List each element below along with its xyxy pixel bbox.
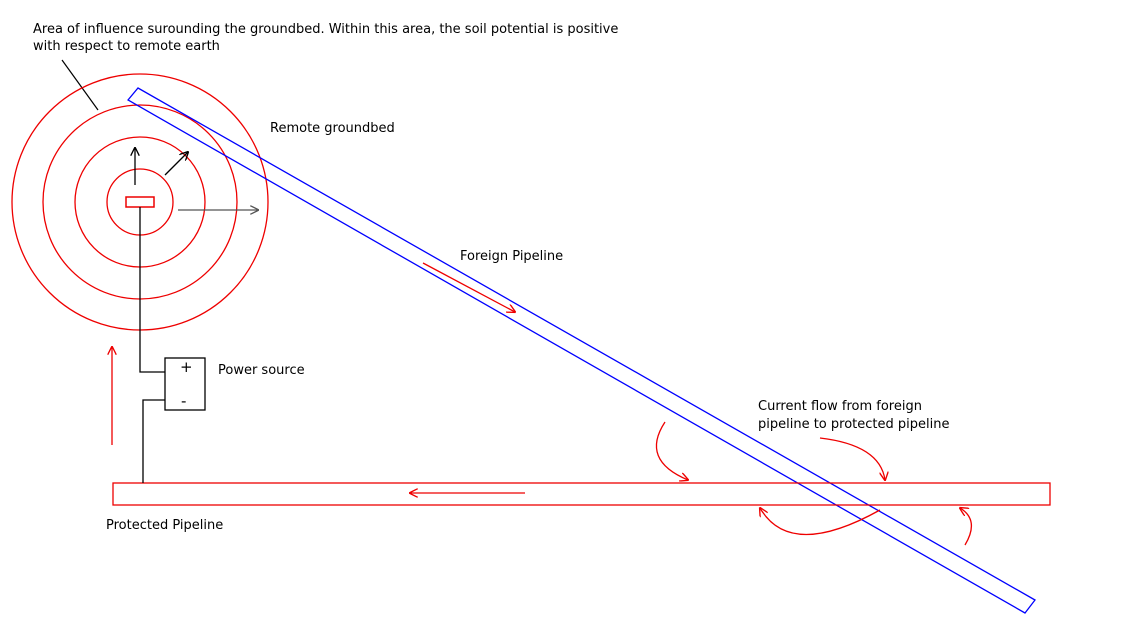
foreign-pipeline: [127, 87, 1036, 614]
annotation-line: with respect to remote earth: [33, 39, 220, 54]
wire: [139, 207, 165, 373]
current-arrow: [422, 262, 515, 312]
leader-line: [61, 59, 99, 111]
negative-terminal: -: [181, 392, 186, 410]
protected-pipeline: [112, 482, 1051, 506]
protected-pipeline-label: Protected Pipeline: [106, 518, 223, 533]
groundbed-label: Remote groundbed: [270, 121, 395, 136]
current-flow-line: pipeline to protected pipeline: [758, 417, 949, 432]
current-flow-line: Current flow from foreign: [758, 399, 922, 414]
power-source-label: Power source: [218, 363, 305, 378]
arrow: [164, 152, 188, 176]
current-flow-arrows: [655, 421, 972, 546]
groundbed: [125, 196, 155, 208]
wire: [142, 399, 165, 483]
power-source: [164, 357, 206, 411]
foreign-pipeline-label: Foreign Pipeline: [460, 249, 563, 264]
positive-terminal: +: [180, 358, 193, 376]
annotation-line: Area of influence surounding the groundb…: [33, 22, 618, 37]
